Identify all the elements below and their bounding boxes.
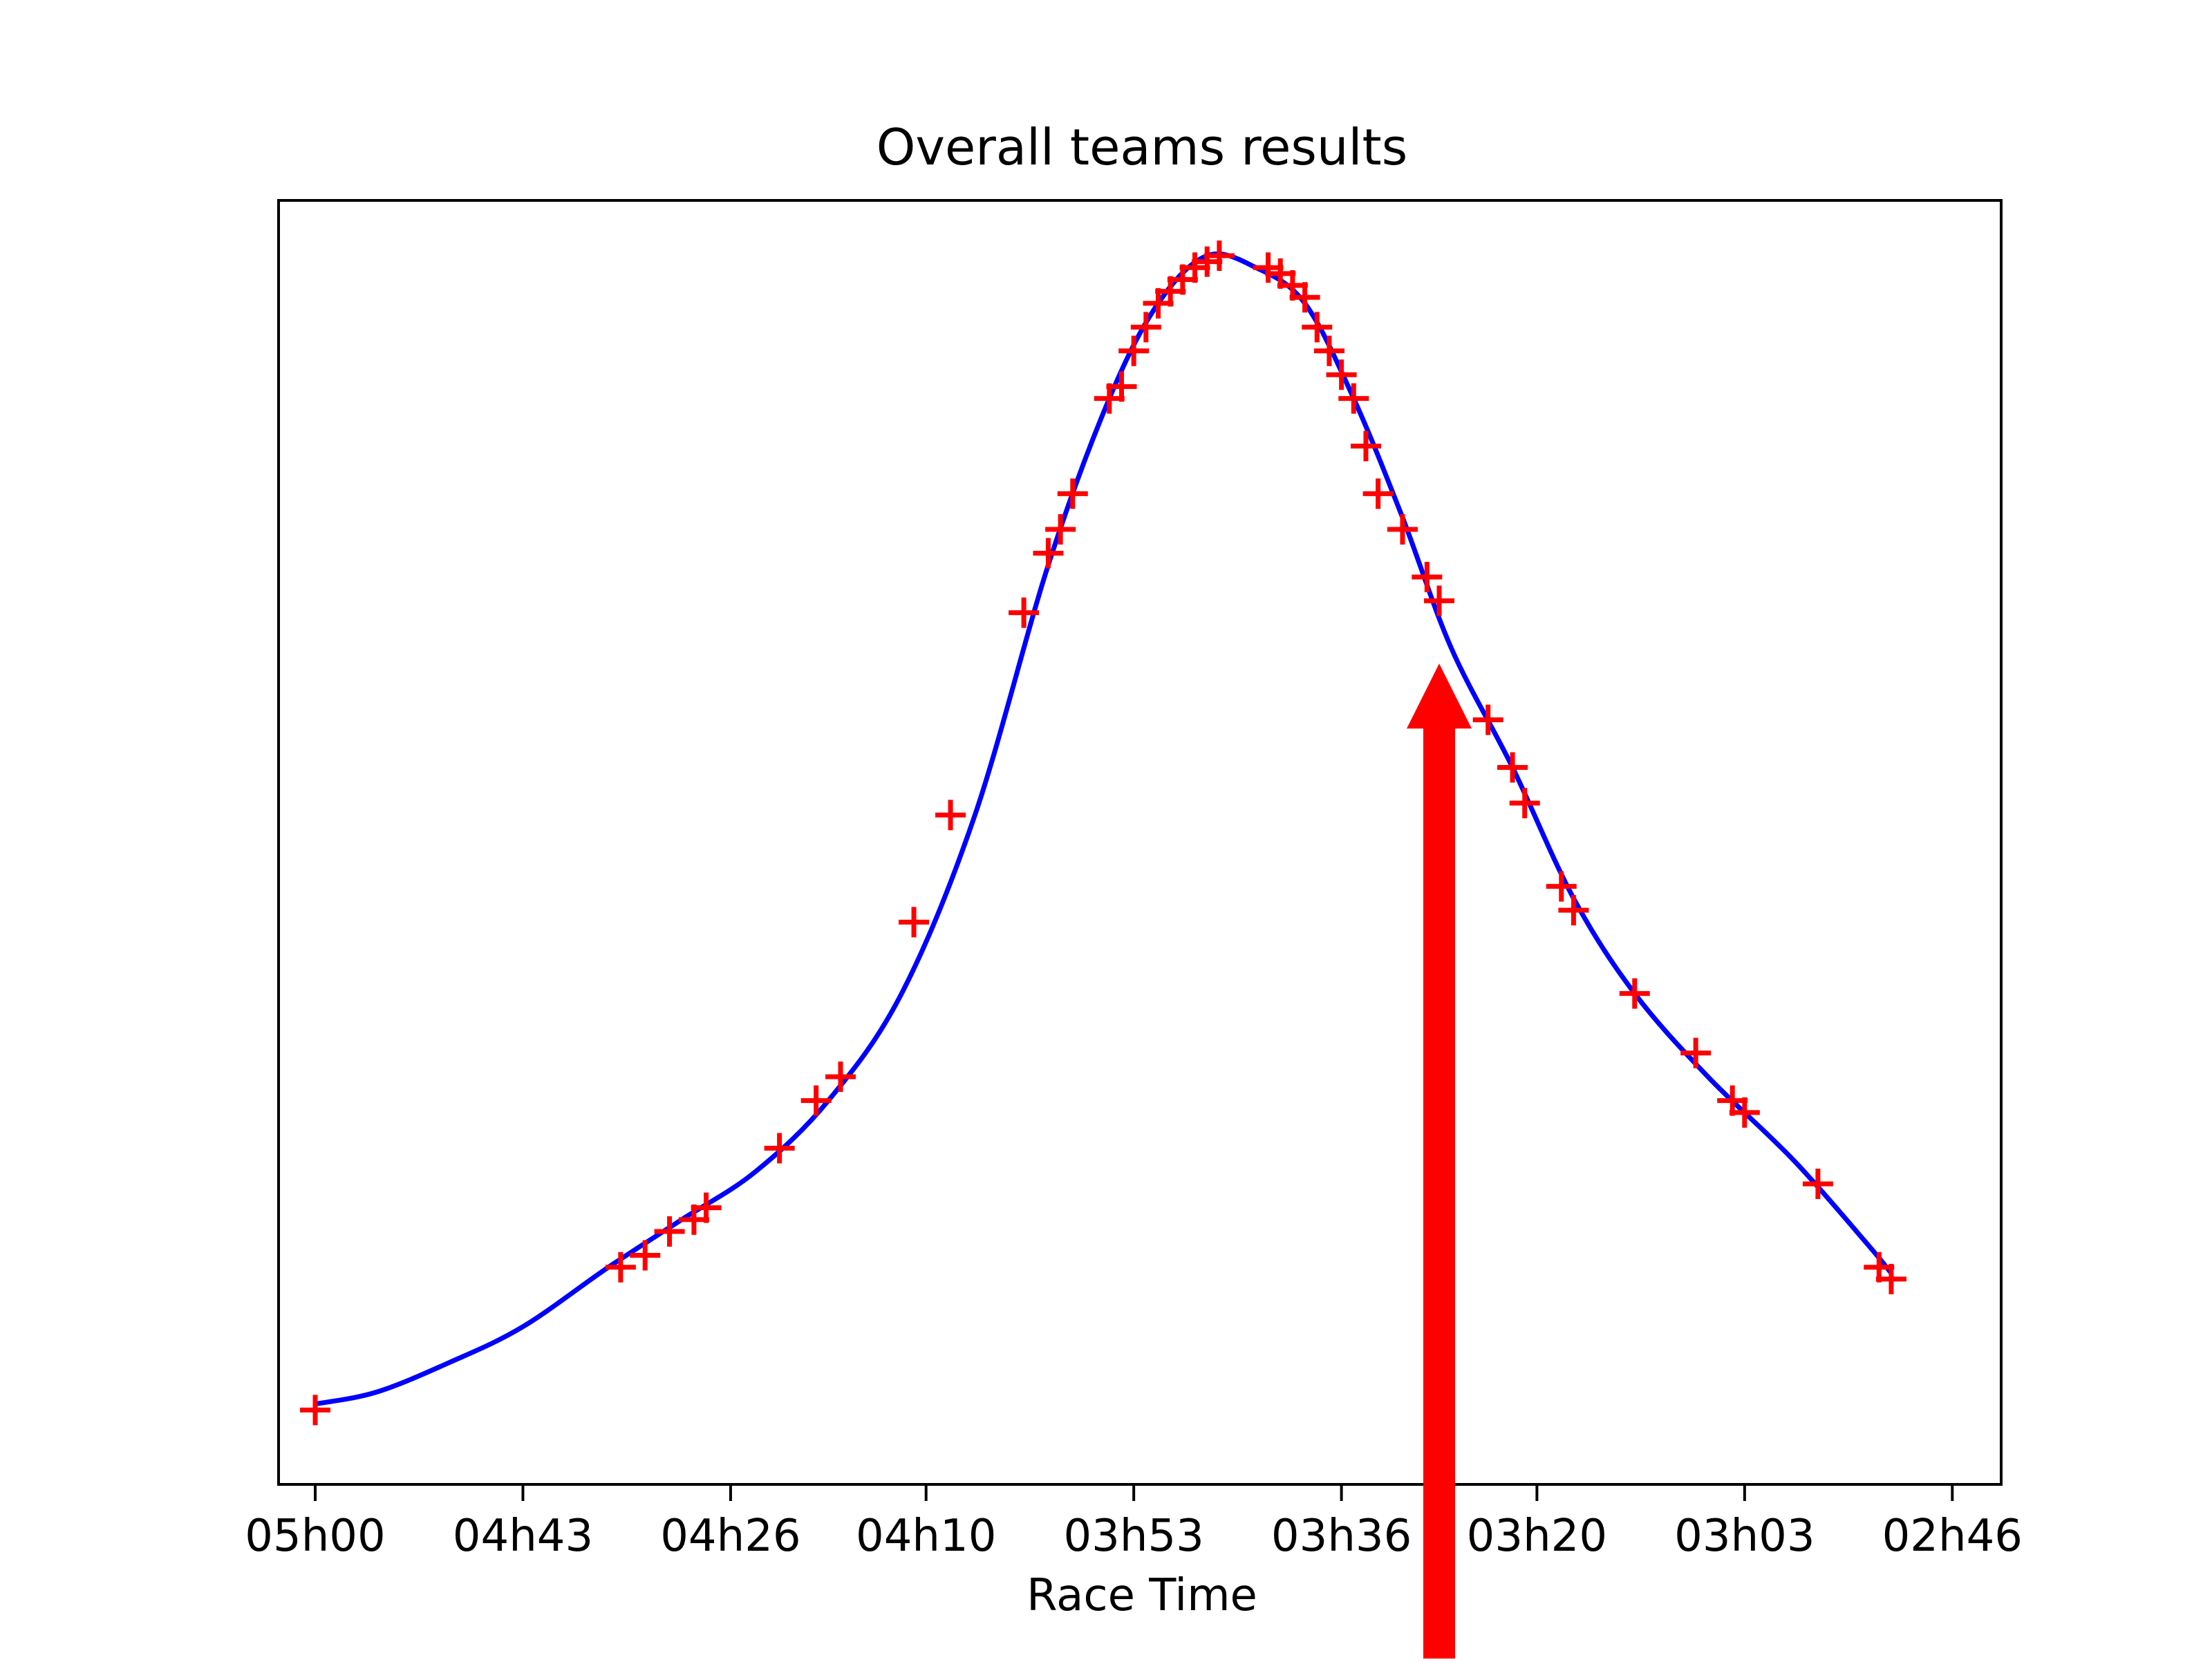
x-tick-label: 04h10 bbox=[856, 1511, 996, 1562]
plot-area-frame bbox=[277, 199, 2003, 1486]
data-point bbox=[1424, 585, 1455, 616]
data-point bbox=[1412, 561, 1443, 592]
data-point bbox=[300, 1395, 331, 1426]
chart-title: Overall teams results bbox=[877, 118, 1408, 176]
highlight-arrow bbox=[1407, 663, 1472, 1659]
data-point bbox=[1509, 788, 1540, 819]
data-point bbox=[691, 1192, 722, 1223]
x-tick-label: 05h00 bbox=[245, 1511, 385, 1562]
data-point bbox=[1289, 282, 1320, 313]
data-point bbox=[1313, 335, 1344, 366]
data-point bbox=[1619, 978, 1650, 1009]
data-point bbox=[1680, 1037, 1712, 1068]
data-point bbox=[1033, 538, 1064, 569]
x-tick-label: 03h03 bbox=[1674, 1511, 1815, 1562]
x-tick-label: 03h36 bbox=[1271, 1511, 1412, 1562]
data-point bbox=[1729, 1097, 1760, 1128]
data-point bbox=[1546, 871, 1577, 902]
annotation-layer bbox=[1407, 663, 1472, 1659]
highlight-arrow-head bbox=[1407, 663, 1472, 729]
data-point bbox=[1302, 312, 1333, 343]
data-point bbox=[1045, 514, 1076, 545]
x-tick-label: 02h46 bbox=[1882, 1511, 2023, 1562]
data-point bbox=[1350, 431, 1381, 462]
data-point bbox=[899, 907, 930, 938]
data-point bbox=[1558, 895, 1589, 926]
data-points-layer bbox=[300, 240, 1906, 1426]
data-point bbox=[764, 1133, 795, 1164]
data-point bbox=[800, 1085, 832, 1116]
data-point bbox=[1497, 752, 1528, 783]
data-point bbox=[1326, 359, 1357, 390]
data-point bbox=[825, 1061, 856, 1093]
data-point bbox=[1875, 1263, 1906, 1294]
x-tick-label: 04h26 bbox=[660, 1511, 800, 1562]
data-point bbox=[1338, 383, 1369, 414]
x-tick-label: 04h43 bbox=[453, 1511, 593, 1562]
data-point bbox=[1362, 478, 1394, 509]
data-point bbox=[1057, 478, 1088, 509]
x-axis-ticks: 05h00 04h43 04h26 04h10 03h53 03h36 03h20 03h03… bbox=[245, 1484, 2023, 1562]
data-point bbox=[1203, 240, 1235, 271]
data-point bbox=[1802, 1169, 1833, 1200]
data-point bbox=[1387, 514, 1418, 545]
data-point bbox=[654, 1216, 685, 1247]
data-point bbox=[1130, 312, 1161, 343]
data-point bbox=[1118, 335, 1150, 366]
highlight-arrow-shaft bbox=[1423, 726, 1456, 1659]
data-point bbox=[935, 800, 966, 831]
data-point bbox=[1472, 704, 1503, 735]
x-tick-label: 03h20 bbox=[1467, 1511, 1607, 1562]
x-axis-label: Race Time bbox=[1027, 1570, 1257, 1621]
data-point bbox=[630, 1240, 661, 1271]
data-point bbox=[1106, 371, 1137, 402]
data-point bbox=[1009, 597, 1040, 628]
data-point bbox=[605, 1252, 636, 1283]
x-tick-label: 03h53 bbox=[1063, 1511, 1203, 1562]
